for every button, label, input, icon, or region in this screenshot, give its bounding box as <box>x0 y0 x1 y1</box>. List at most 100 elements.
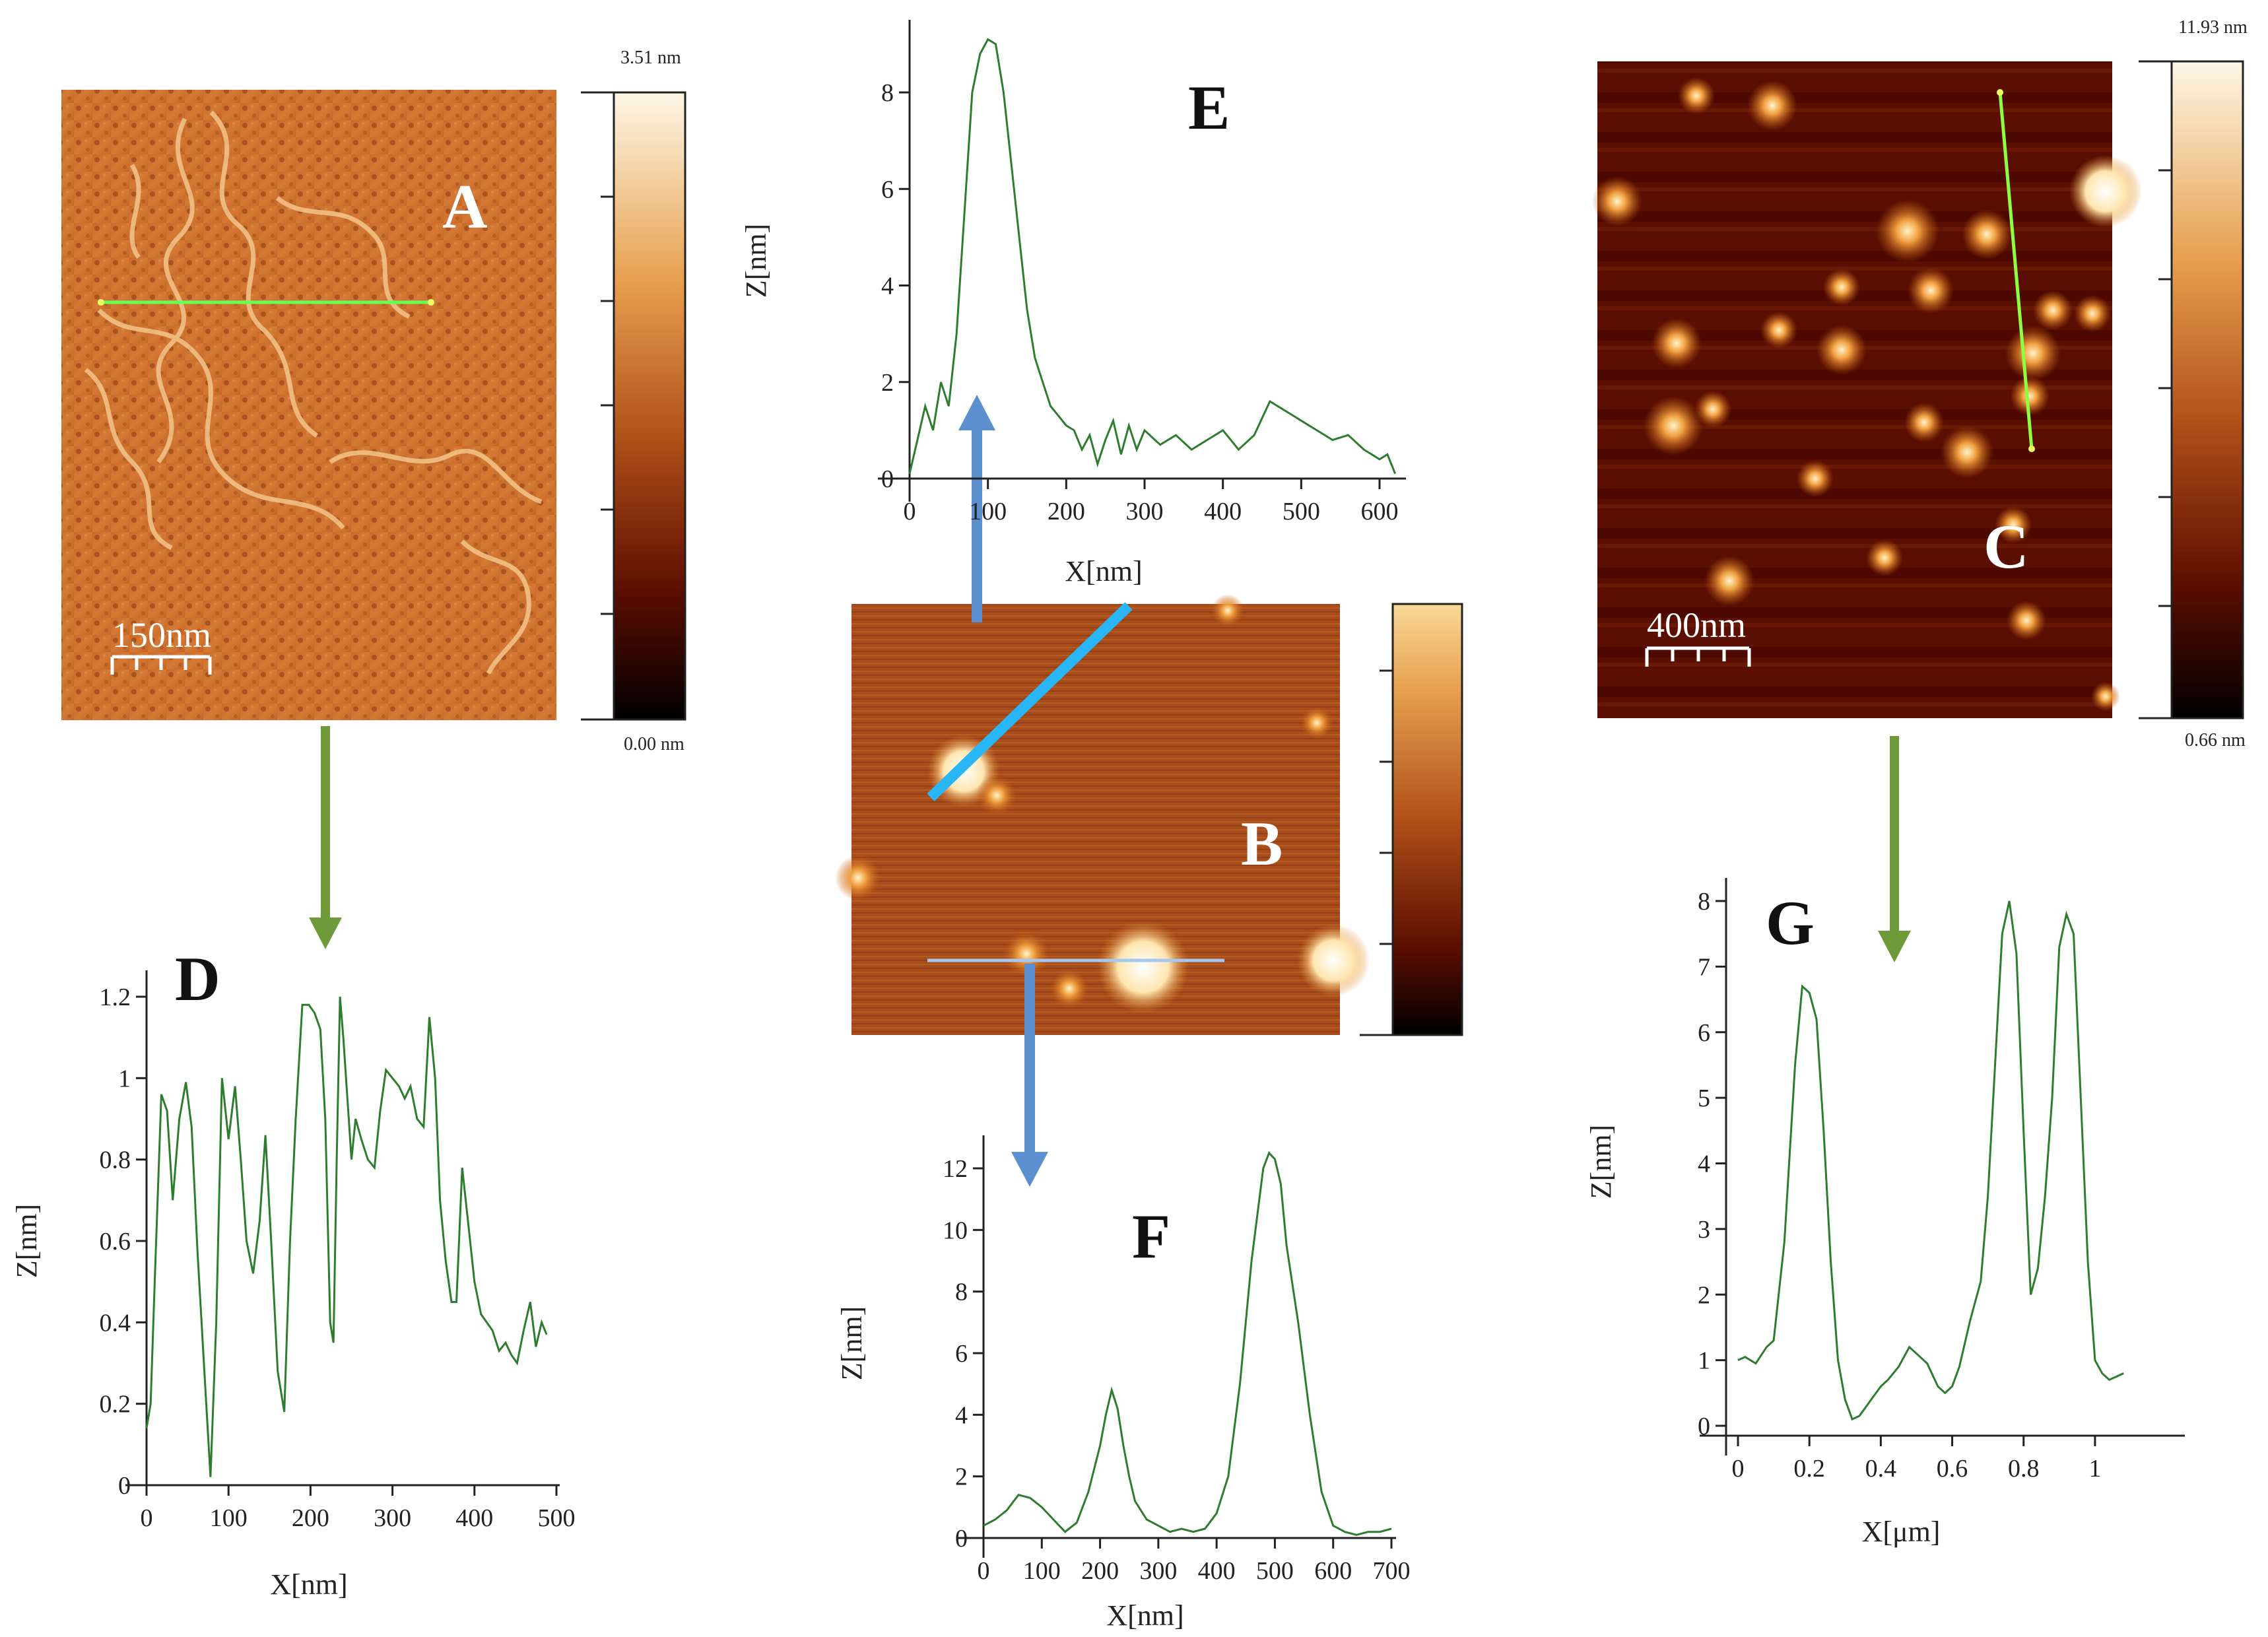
chart-f-ytick-label: 12 <box>943 1155 968 1183</box>
panel-letter-f: F <box>1132 1201 1170 1271</box>
particle-b-3 <box>1097 921 1189 1013</box>
chart-d-ytick-label: 0.4 <box>100 1309 131 1337</box>
chart-d-ytick-label: 0.2 <box>100 1391 131 1419</box>
panel-letter-d: D <box>175 944 220 1014</box>
particle-b-5 <box>1050 969 1089 1009</box>
chart-g-xtick-label: 0.6 <box>1937 1455 1968 1483</box>
chart-d-xtick-label: 0 <box>141 1504 153 1532</box>
chart-d-xtick-label: 400 <box>455 1504 493 1532</box>
particle-b-9 <box>1300 706 1333 739</box>
particle-b-4 <box>1003 931 1050 977</box>
chart-g-xtick-label: 0 <box>1732 1455 1745 1483</box>
chart-e-ytick-label: 6 <box>881 176 894 203</box>
chart-e-ytick-label: 8 <box>881 79 894 107</box>
chart-e-series-line <box>908 38 1397 475</box>
chart-e-ytick-label: 0 <box>881 465 894 493</box>
chart-f-xtick-label: 100 <box>1023 1557 1061 1585</box>
chart-e-xlabel: X[nm] <box>1065 555 1142 587</box>
chart-d-ytick-label: 0.6 <box>100 1228 131 1255</box>
chart-g-ylabel: Z[nm] <box>1585 1125 1617 1199</box>
chart-e-xtick-label: 500 <box>1283 498 1320 525</box>
chart-g-xtick-label: 0.4 <box>1865 1455 1897 1483</box>
chart-f-ytick-label: 0 <box>955 1525 968 1553</box>
chart-e-ytick-label: 2 <box>881 369 894 397</box>
particle-b-2 <box>977 776 1017 815</box>
afm-image-b: B <box>835 594 1370 1035</box>
chart-f-xtick-label: 500 <box>1256 1557 1294 1585</box>
afm-image-c: C 400nm <box>1592 61 2142 718</box>
colorbar-b <box>1360 603 1463 1036</box>
chart-e-xtick-label: 0 <box>904 498 916 525</box>
scale-bar-label-c: 400nm <box>1647 605 1746 645</box>
colorbar-c: 11.93 nm 0.66 nm <box>2139 17 2248 751</box>
chart-f-ytick-label: 10 <box>943 1217 968 1244</box>
chart-f-ylabel: Z[nm] <box>836 1306 868 1380</box>
chart-e-ylabel: Z[nm] <box>740 224 772 298</box>
scale-bar-a <box>110 655 212 675</box>
chart-g: G 0 0.2 0.4 0.6 0.8 1 0 1 2 3 4 5 6 7 8 X[μm] Z[nm] <box>1585 878 2185 1548</box>
arrow-b-to-f <box>1011 964 1048 1187</box>
chart-f-xtick-label: 200 <box>1081 1557 1119 1585</box>
chart-g-ytick-label: 7 <box>1698 953 1710 981</box>
chart-g-ytick-label: 5 <box>1698 1085 1710 1112</box>
chart-e-xtick-label: 200 <box>1048 498 1085 525</box>
panel-letter-a: A <box>442 172 488 242</box>
panel-letter-g: G <box>1766 888 1815 958</box>
afm-image-a: A 150nm <box>61 90 556 720</box>
scale-bar-c <box>1645 646 1751 667</box>
chart-f-ytick-label: 2 <box>955 1463 968 1491</box>
particle-b-6 <box>1297 924 1370 997</box>
arrow-b-to-e <box>958 395 995 622</box>
chart-f-xlabel: X[nm] <box>1106 1599 1184 1632</box>
chart-d-ylabel: Z[nm] <box>11 1204 43 1278</box>
chart-f-ytick-label: 6 <box>955 1340 968 1368</box>
chart-f-ytick-label: 4 <box>955 1401 968 1429</box>
panel-letter-b: B <box>1241 809 1283 879</box>
arrows <box>309 395 1911 1187</box>
chart-g-ytick-label: 1 <box>1698 1347 1710 1375</box>
chart-d-xtick-label: 300 <box>374 1504 411 1532</box>
scale-bar-label-a: 150nm <box>112 615 211 655</box>
chart-g-xtick-label: 0.2 <box>1793 1455 1825 1483</box>
profile-line-b-top <box>927 602 1133 801</box>
chart-e-xtick-label: 600 <box>1361 498 1399 525</box>
chart-e-xtick-label: 300 <box>1126 498 1164 525</box>
chart-g-xlabel: X[μm] <box>1862 1516 1941 1548</box>
chart-e-ytick-label: 4 <box>881 273 894 300</box>
colorbar-a-max: 3.51 nm <box>620 48 681 68</box>
chart-d-series-line <box>145 996 548 1477</box>
chart-f-xtick-label: 700 <box>1373 1557 1411 1585</box>
chart-d-xlabel: X[nm] <box>270 1568 347 1601</box>
particle-b-7 <box>1211 594 1244 627</box>
arrow-a-to-d <box>309 726 342 949</box>
chart-g-ytick-label: 6 <box>1698 1019 1710 1047</box>
chart-f-xtick-label: 0 <box>978 1557 990 1585</box>
chart-d-xtick-label: 500 <box>538 1504 576 1532</box>
chart-f-ytick-label: 8 <box>955 1279 968 1306</box>
particle-b-8 <box>835 855 881 901</box>
chart-d-ytick-label: 1.2 <box>100 984 131 1011</box>
chart-g-ytick-label: 0 <box>1698 1413 1710 1440</box>
chart-f-xtick-label: 600 <box>1314 1557 1352 1585</box>
chart-g-xtick-label: 0.8 <box>2008 1455 2040 1483</box>
chart-d-xtick-label: 200 <box>292 1504 329 1532</box>
chart-g-ytick-label: 4 <box>1698 1151 1710 1178</box>
chart-e-xtick-label: 100 <box>969 498 1007 525</box>
chart-g-series-line <box>1737 900 2124 1421</box>
colorbar-a-min: 0.00 nm <box>624 734 684 754</box>
dna-strands-a <box>84 110 543 675</box>
profile-line-c <box>1998 92 2034 450</box>
chart-g-ytick-label: 8 <box>1698 888 1710 916</box>
chart-g-ytick-label: 3 <box>1698 1216 1710 1244</box>
chart-f-xtick-label: 300 <box>1139 1557 1177 1585</box>
panel-letter-c: C <box>1984 512 2029 582</box>
chart-e: E 0 100 200 300 400 500 600 0 2 4 6 8 X[nm] Z[nm] <box>740 20 1406 587</box>
chart-d-ytick-label: 0 <box>118 1472 131 1500</box>
chart-e-xtick-label: 400 <box>1204 498 1242 525</box>
chart-d-ytick-label: 1 <box>118 1065 131 1092</box>
panel-letter-e: E <box>1188 73 1230 143</box>
chart-f-xtick-label: 400 <box>1198 1557 1236 1585</box>
chart-g-ytick-label: 2 <box>1698 1281 1710 1309</box>
